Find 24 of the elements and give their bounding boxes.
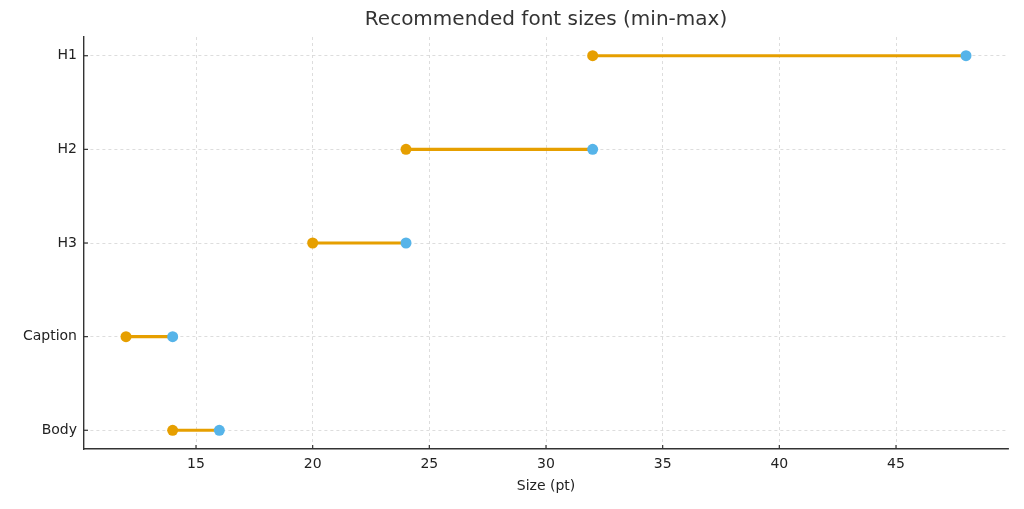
- x-tick-label: 25: [420, 455, 439, 472]
- y-tick-label: Body: [41, 420, 77, 437]
- x-tick-label: 45: [887, 455, 905, 472]
- y-tick-label: Caption: [22, 327, 77, 344]
- chart-title: Recommended font sizes (min-max): [364, 6, 728, 31]
- point: [167, 331, 179, 343]
- x-axis-title: Size (pt): [516, 477, 576, 494]
- point: [400, 237, 412, 249]
- y-tick-label: H1: [57, 46, 77, 63]
- point: [167, 424, 179, 436]
- x-tick-label: 15: [187, 455, 205, 472]
- point: [120, 331, 132, 343]
- point: [587, 143, 599, 155]
- point: [213, 424, 225, 436]
- point: [307, 237, 319, 249]
- x-tick-label: 30: [537, 455, 555, 472]
- point: [587, 50, 599, 62]
- point: [960, 50, 972, 62]
- x-tick-label: 20: [303, 455, 322, 472]
- x-tick-label: 40: [770, 455, 789, 472]
- x-tick-label: 35: [653, 455, 672, 472]
- y-tick-label: H3: [57, 233, 77, 250]
- point: [400, 143, 412, 155]
- y-tick-label: H2: [57, 140, 77, 156]
